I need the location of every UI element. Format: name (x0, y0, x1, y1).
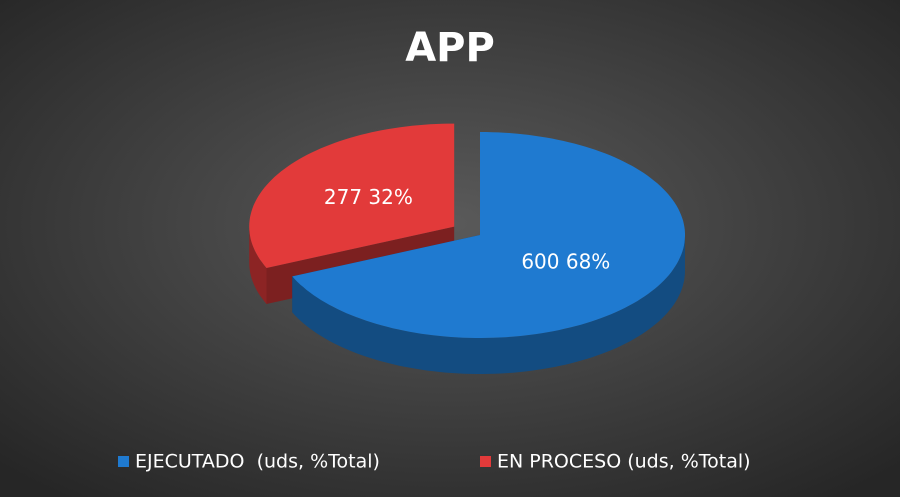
legend-label: EN PROCESO (uds, %Total) (497, 451, 751, 473)
slice (292, 132, 685, 338)
slice (249, 123, 455, 268)
legend-swatch (480, 456, 491, 467)
data-label: 600 68% (521, 250, 610, 274)
legend-label: EJECUTADO (uds, %Total) (135, 451, 380, 473)
slice-side (249, 226, 267, 304)
data-label: 277 32% (324, 185, 413, 209)
slice-side (292, 235, 685, 374)
legend-swatch (118, 456, 129, 467)
chart-title: APP (405, 25, 495, 71)
